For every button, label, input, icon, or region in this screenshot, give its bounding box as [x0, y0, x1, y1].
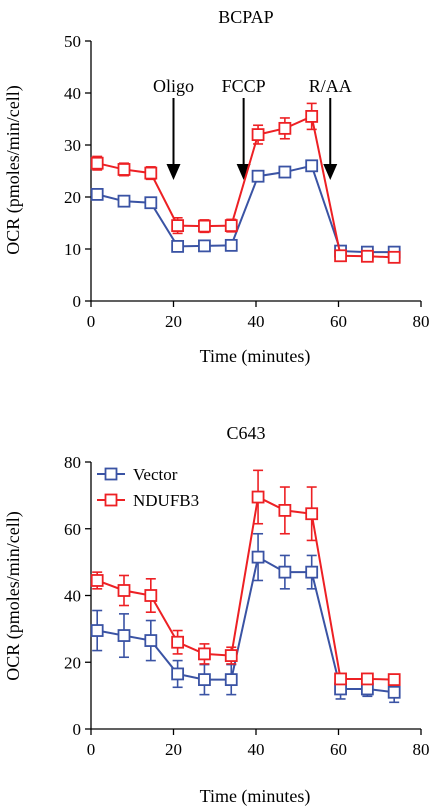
y-tick-label: 30 — [64, 136, 81, 155]
x-tick-label: 20 — [165, 312, 182, 331]
data-point-ndufb3 — [387, 673, 401, 687]
x-axis-label: Time (minutes) — [200, 346, 311, 367]
y-tick-label: 20 — [64, 188, 81, 207]
injection-arrow-head — [323, 164, 338, 180]
y-tick-label: 40 — [64, 587, 81, 606]
data-point-ndufb3 — [198, 219, 211, 233]
x-tick-label: 40 — [248, 740, 265, 759]
data-point-ndufb3 — [117, 163, 131, 176]
data-point-vector — [90, 624, 104, 637]
data-point-vector — [117, 629, 131, 642]
data-point-vector — [387, 685, 401, 699]
x-tick-label: 80 — [413, 312, 430, 331]
data-point-vector — [117, 194, 131, 208]
data-point-ndufb3 — [224, 649, 238, 662]
injection-label: R/AA — [309, 76, 352, 96]
data-point-ndufb3 — [278, 121, 292, 135]
data-point-vector — [90, 187, 104, 201]
data-point-vector — [305, 159, 319, 173]
chart-title: BCPAP — [218, 7, 273, 27]
data-point-vector — [171, 239, 185, 253]
data-point-vector — [144, 196, 158, 210]
y-tick-label: 40 — [64, 84, 81, 103]
x-tick-label: 60 — [330, 740, 347, 759]
legend-label-ndufb3: NDUFB3 — [133, 491, 199, 510]
data-point-ndufb3 — [144, 589, 158, 602]
data-point-ndufb3 — [171, 635, 185, 649]
data-point-ndufb3 — [144, 166, 158, 180]
chart-bcpap: BCPAP OCR (pmoles/min/cell) Time (minute… — [3, 7, 430, 367]
data-point-ndufb3 — [251, 128, 265, 142]
data-point-vector — [278, 165, 292, 179]
x-tick-label: 20 — [165, 740, 182, 759]
injection-arrow-head — [166, 164, 181, 180]
data-point-vector — [144, 634, 158, 647]
chart-title: C643 — [226, 423, 265, 443]
data-point-ndufb3 — [278, 503, 292, 517]
y-tick-label: 50 — [64, 32, 81, 51]
x-tick-label: 0 — [87, 740, 96, 759]
series-line-ndufb3 — [96, 114, 395, 259]
data-point-ndufb3 — [171, 219, 185, 233]
data-point-ndufb3 — [305, 110, 319, 123]
data-point-ndufb3 — [305, 507, 319, 521]
x-axis-label: Time (minutes) — [200, 786, 311, 807]
y-tick-label: 80 — [64, 453, 81, 472]
data-point-ndufb3 — [387, 250, 401, 264]
data-point-ndufb3 — [198, 647, 211, 661]
data-point-vector — [224, 673, 238, 687]
data-point-ndufb3 — [117, 584, 131, 597]
data-point-vector — [171, 667, 185, 681]
legend-label-vector: Vector — [133, 465, 178, 484]
y-axis-label: OCR (pmoles/min/cell) — [3, 511, 24, 680]
data-point-ndufb3 — [90, 156, 104, 170]
y-tick-label: 60 — [64, 520, 81, 539]
x-tick-label: 40 — [248, 312, 265, 331]
data-point-vector — [305, 565, 319, 579]
data-point-ndufb3 — [360, 672, 374, 686]
injection-label: Oligo — [153, 76, 194, 96]
chart-c643: C643 OCR (pmoles/min/cell) Time (minutes… — [3, 423, 430, 807]
y-tick-label: 0 — [73, 720, 82, 739]
data-point-ndufb3 — [360, 249, 374, 263]
data-point-vector — [198, 239, 211, 253]
data-point-ndufb3 — [334, 249, 347, 263]
x-tick-label: 80 — [413, 740, 430, 759]
data-point-vector — [198, 673, 211, 687]
data-point-ndufb3 — [334, 672, 347, 686]
y-axis-label: OCR (pmoles/min/cell) — [3, 85, 24, 254]
x-tick-label: 0 — [87, 312, 96, 331]
data-point-vector — [224, 238, 238, 252]
series-line-ndufb3 — [96, 495, 395, 681]
series-line-vector — [97, 555, 395, 694]
data-point-vector — [251, 169, 265, 183]
data-point-ndufb3 — [224, 219, 238, 233]
data-point-ndufb3 — [251, 490, 265, 504]
data-point-vector — [278, 565, 292, 579]
data-point-ndufb3 — [90, 574, 104, 587]
y-tick-label: 10 — [64, 240, 81, 259]
data-point-vector — [251, 550, 265, 564]
injection-arrow-head — [236, 164, 251, 180]
x-tick-label: 60 — [330, 312, 347, 331]
legend-marker-ndufb3 — [104, 493, 118, 507]
y-tick-label: 0 — [73, 292, 82, 311]
y-tick-label: 20 — [64, 653, 81, 672]
legend-marker-vector — [104, 467, 118, 481]
injection-label: FCCP — [222, 76, 266, 96]
